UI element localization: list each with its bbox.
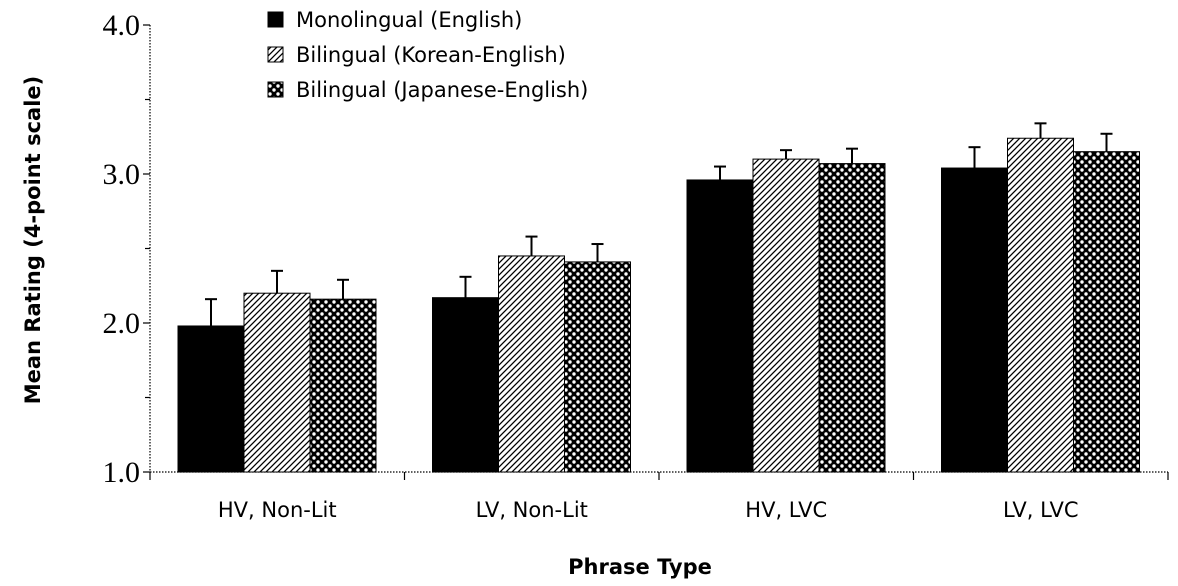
bar: [1073, 151, 1140, 473]
x-axis-title: Phrase Type: [568, 555, 712, 579]
bar: [177, 325, 245, 473]
bar: [309, 298, 377, 473]
y-tick-label: 2.0: [103, 307, 141, 340]
legend-label: Bilingual (Japanese-English): [296, 78, 588, 102]
x-tick-label: LV, Non-Lit: [476, 498, 588, 522]
y-tick-label: 1.0: [103, 456, 141, 489]
x-tick-label: HV, LVC: [745, 498, 827, 522]
bar: [564, 261, 631, 473]
legend-label: Bilingual (Korean-English): [296, 43, 566, 67]
bar: [686, 179, 754, 473]
legend-swatch: [267, 11, 284, 28]
bar: [1007, 137, 1074, 473]
x-tick-label: LV, LVC: [1003, 498, 1079, 522]
bar: [941, 167, 1008, 473]
y-tick-label: 4.0: [103, 9, 141, 42]
bar: [498, 255, 565, 473]
bar: [818, 163, 886, 473]
legend-swatch: [267, 46, 284, 63]
legend-swatch: [267, 81, 284, 98]
x-tick-label: HV, Non-Lit: [218, 498, 337, 522]
legend-label: Monolingual (English): [296, 8, 522, 32]
bar: [752, 158, 820, 473]
y-tick-label: 3.0: [103, 158, 141, 191]
bar: [243, 292, 311, 473]
y-axis-title: Mean Rating (4-point scale): [21, 76, 45, 404]
bar: [432, 297, 499, 473]
legend: Monolingual (English) Bilingual (Korean-E…: [267, 8, 588, 102]
